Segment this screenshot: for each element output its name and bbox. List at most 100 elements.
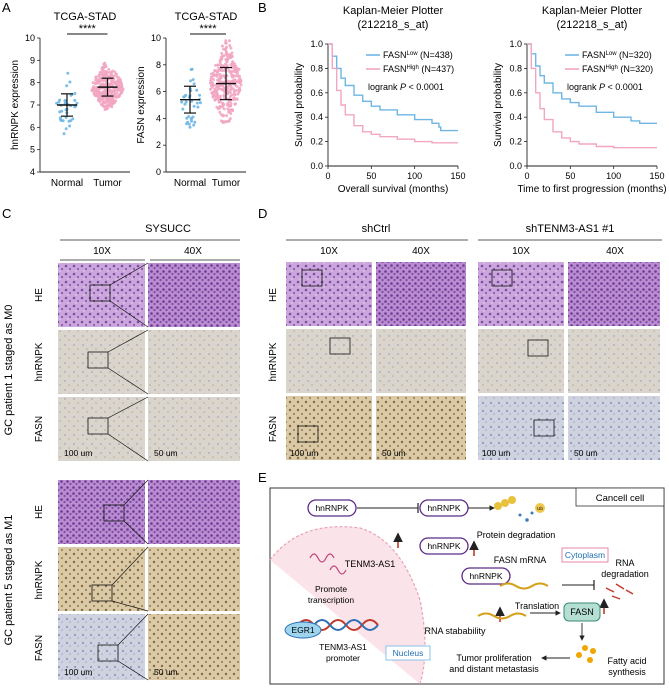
fa-dot-3 [576,652,582,658]
data-point [209,87,212,91]
data-point [95,85,98,89]
cytoplasm-label-box [561,547,609,563]
data-point [102,66,106,70]
data-point [224,47,227,51]
data-point [195,101,199,105]
panel-c2-he-zoom-box [103,504,125,522]
panel-d-group2: shTENM3-AS1 #1 [526,223,615,235]
chart-hnrnpk-expression: TCGA-STAD 4 5 6 7 8 9 10 hnRNPK expression Normal… [10,11,130,189]
fasn-box [563,602,601,622]
fragment-1 [525,518,529,522]
data-point [216,94,220,98]
significance-label: **** [79,23,97,35]
data-point [67,119,71,123]
data-point [110,83,114,87]
panel-c-row-fasn-2: FASN [34,635,45,661]
data-point [187,122,191,126]
legend-label: FASNHigh (N=437) [383,64,454,74]
data-point [217,98,221,102]
mrna-strand-2 [477,612,527,620]
data-point [192,123,196,127]
data-point [238,86,241,90]
data-point [110,79,114,82]
panel-d-hnrnpk-zoom-box-a [329,337,351,355]
data-point [229,112,233,115]
fa-dot-1 [582,645,588,651]
panel-d-hnrnpk-10x-sh [478,329,564,393]
data-point [114,72,118,76]
data-point [189,68,193,71]
data-point [219,119,223,123]
data-point [91,87,95,91]
chart-title: TCGA-STAD [175,11,238,23]
panel-c-row-he: HE [34,288,45,302]
data-point [101,102,105,106]
data-point [102,71,106,75]
data-point [222,96,226,100]
data-point [98,79,102,83]
panel-c-hnrnpk-zoom-line-top [107,329,149,353]
data-point [189,79,192,83]
data-point [107,67,111,71]
data-point [114,83,118,87]
data-point [104,70,108,73]
data-point [193,120,197,124]
data-point [110,105,114,109]
panel-c2-fasn-40x-image [148,614,240,680]
data-point [101,83,105,87]
ub-dot-1 [494,502,502,510]
ub-dot-3 [508,496,516,504]
panel-d-row-he: HE [268,288,279,302]
data-point [235,80,239,84]
data-point [213,69,217,73]
data-point [222,88,226,92]
data-point [73,98,77,102]
chart-title: TCGA-STAD [54,11,117,23]
y-tick-label: 0.0 [509,161,522,171]
data-point [227,99,231,103]
y-tick-label: 8 [156,60,161,70]
panel-c2-he-zoom-line-top [123,479,149,506]
panel-c-hnrnpk-zoom-line-bottom [107,367,149,395]
chart-km-progression: Kaplan-Meier Plotter (212218_s_at) 0.0 0.2 0… [493,5,667,195]
panel-d-fasn-40x-shctrl [376,396,466,460]
data-point [185,122,189,126]
km-curve [527,43,657,124]
data-point [68,124,72,128]
y-tick-label: 0.8 [310,63,323,73]
panel-c-fasn-zoom-line-top [107,396,149,419]
data-point [114,99,118,103]
chart-title: Kaplan-Meier Plotter [343,5,444,17]
data-point [221,105,225,109]
y-tick-label: 0.0 [310,161,323,171]
chart-subtitle: (212218_s_at) [358,19,429,31]
panel-d-scale40-a: 50 um [382,448,406,458]
y-axis-label: FASN expression [136,66,147,143]
data-point [183,102,187,106]
data-point [105,72,109,76]
fa-dot-4 [587,657,593,663]
promote-label-1: Promote [315,584,347,594]
x-tick-label: 0 [524,171,529,181]
data-point [225,114,228,118]
cytoplasm-label: Cytoplasm [565,550,605,560]
data-point [98,72,102,76]
x-tick-label: 100 [407,171,422,181]
chart-km-overall-survival: Kaplan-Meier Plotter (212218_s_at) 0.0 0.2 0… [294,5,466,195]
data-point [116,89,120,92]
panel-d-he-10x-sh [478,262,564,326]
panel-d-hnrnpk-40x-sh [568,329,660,393]
data-point [236,92,240,96]
data-point [91,81,95,85]
ub-dot-2 [501,499,509,507]
legend-label: FASNLow (N=438) [383,50,453,60]
panel-c2-fasn-zoom-box [97,644,119,662]
data-point [187,115,191,118]
y-tick-label: 0.4 [509,112,522,122]
legend-label: FASNHigh (N=320) [582,64,653,74]
chart-fasn-expression: TCGA-STAD 0 2 4 6 8 10 FASN expression Normal Tum… [136,11,246,189]
data-point [73,92,77,95]
panel-c-scale10-g2: 100 um [64,667,92,677]
data-point [229,94,232,98]
